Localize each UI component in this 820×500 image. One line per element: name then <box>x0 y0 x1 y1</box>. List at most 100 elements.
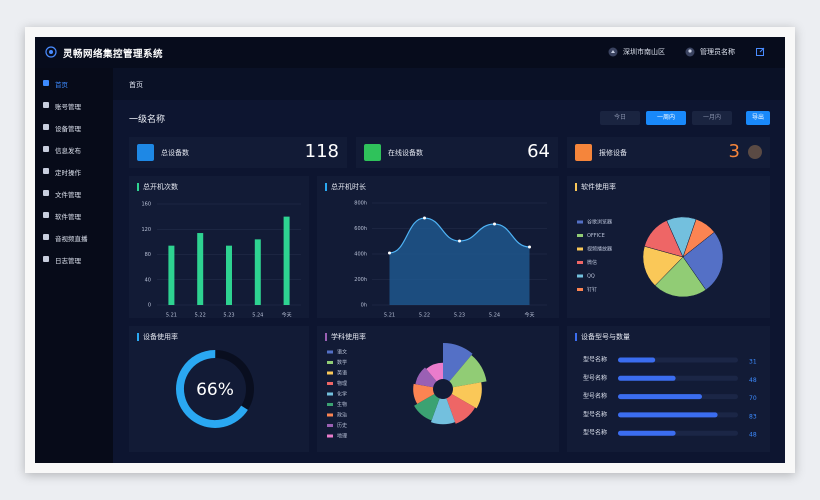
bar <box>254 239 261 305</box>
gauge-label: 66% <box>196 380 234 400</box>
chart: 0 40 80 120 160 5.21 5.22 5.23 5.24 今天 <box>141 202 301 319</box>
breadcrumb-bar: 首页 <box>113 68 785 100</box>
stat-more-button[interactable] <box>748 145 762 159</box>
point <box>388 251 391 255</box>
rose-sector <box>449 355 487 388</box>
y-tick-label: 800h <box>354 201 367 207</box>
menu-icon <box>43 168 49 174</box>
menu-item[interactable]: 文件管理 <box>55 191 81 199</box>
title-marker <box>325 333 327 341</box>
logo <box>45 46 57 58</box>
y-tick-label: 400h <box>354 252 367 258</box>
bar <box>283 216 290 305</box>
menu-item[interactable]: 软件管理 <box>55 213 81 221</box>
value-label: 31 <box>749 359 757 366</box>
legend-label: 语文 <box>337 349 347 356</box>
bar <box>197 233 204 305</box>
stat-label: 报修设备 <box>599 149 627 157</box>
legend-swatch <box>327 392 333 396</box>
filter-button[interactable]: 一月内 <box>692 111 732 125</box>
chart-panel: 型号名称 31 型号名称 48 型号名称 70 型号名称 83 型号名称 48 设备型号与数量 <box>567 326 770 452</box>
stat-icon <box>575 144 592 161</box>
value-label: 48 <box>749 432 757 439</box>
menu-icon <box>43 102 49 108</box>
user-name[interactable]: 管理员名称 <box>700 48 735 56</box>
legend-swatch <box>327 371 333 375</box>
row-label: 型号名称 <box>583 374 607 382</box>
filter-button[interactable]: 今日 <box>600 111 640 125</box>
legend-swatch <box>577 288 583 291</box>
filter-button[interactable]: 一周内 <box>646 111 686 125</box>
x-tick-label: 5.21 <box>384 313 395 319</box>
stat-card: 在线设备数 64 <box>356 137 558 168</box>
menu-icon <box>43 124 49 130</box>
menu-item[interactable]: 定时操作 <box>55 169 81 177</box>
menu-item[interactable]: 日志管理 <box>55 257 81 265</box>
legend-label: 数学 <box>337 359 347 366</box>
row-label: 型号名称 <box>583 392 607 400</box>
export-button[interactable]: 导出 <box>746 111 770 125</box>
value-label: 48 <box>749 377 757 384</box>
row-label: 型号名称 <box>583 410 607 418</box>
title-marker <box>137 333 139 341</box>
legend-swatch <box>327 350 333 354</box>
point <box>423 216 426 220</box>
y-tick-label: 40 <box>145 277 151 283</box>
point <box>458 239 461 243</box>
stat-label: 总设备数 <box>161 149 189 157</box>
value-label: 83 <box>749 413 757 420</box>
x-tick-label: 5.22 <box>419 313 430 319</box>
row-label: 型号名称 <box>583 429 607 437</box>
y-tick-label: 160 <box>141 202 151 208</box>
x-tick-label: 5.21 <box>166 313 177 319</box>
menu-icon <box>43 80 49 86</box>
rose-sector <box>426 362 443 382</box>
legend-swatch <box>577 261 583 264</box>
legend-label: 政治 <box>337 412 347 419</box>
stat-card: 报修设备 3 <box>567 137 770 168</box>
legend-swatch <box>327 382 333 385</box>
rose-sector <box>414 394 440 421</box>
chart: 0h 200h 400h 600h 800h 5.21 5.22 5.23 5.24 今天 <box>354 201 547 319</box>
legend-swatch <box>327 361 333 364</box>
legend-label: 地理 <box>337 433 347 440</box>
legend-label: 历史 <box>337 422 347 429</box>
stat-value: 3 <box>728 141 740 162</box>
legend-label: 生物 <box>337 401 347 408</box>
menu-item[interactable]: 信息发布 <box>55 147 81 155</box>
legend-swatch <box>577 234 583 237</box>
legend-swatch <box>577 220 583 224</box>
menu-item[interactable]: 音视频直播 <box>55 235 88 243</box>
legend-label: 微信 <box>587 259 597 266</box>
menu-item[interactable]: 首页 <box>55 81 68 89</box>
point <box>493 222 496 226</box>
user-icon <box>685 47 695 57</box>
menu-icon <box>43 256 49 262</box>
stat-icon <box>364 144 381 161</box>
y-tick-label: 600h <box>354 226 367 232</box>
location: 深圳市南山区 <box>623 48 665 56</box>
chart-title: 总开机次数 <box>137 182 178 192</box>
legend-label: 化学 <box>337 391 347 398</box>
menu-item[interactable]: 账号管理 <box>55 103 81 111</box>
legend-swatch <box>577 247 583 251</box>
legend-label: QQ <box>587 274 595 280</box>
x-tick-label: 5.22 <box>195 313 206 319</box>
chart-panel: 0 40 80 120 160 5.21 5.22 5.23 5.24 今天 总开机次数 <box>129 176 309 318</box>
legend-swatch <box>577 274 583 278</box>
y-tick-label: 200h <box>354 277 367 283</box>
chart-panel: 谷歌浏览器 OFFICE 视频播放器 微信 QQ 钉钉 软件使用率 <box>567 176 770 318</box>
chart-title: 设备型号与数量 <box>575 332 630 342</box>
bar <box>618 412 718 418</box>
rose-sector <box>451 382 482 409</box>
pie-slice <box>642 245 684 286</box>
row-label: 型号名称 <box>583 356 607 364</box>
title-marker <box>575 183 577 191</box>
rose-sector <box>430 398 456 425</box>
chart-title: 设备使用率 <box>137 332 178 342</box>
chart-title: 软件使用率 <box>575 182 616 192</box>
menu-item[interactable]: 设备管理 <box>55 125 81 133</box>
logout-icon[interactable] <box>755 47 765 57</box>
pie-slice <box>654 256 707 298</box>
app-title: 灵畅网络集控管理系统 <box>63 49 164 60</box>
